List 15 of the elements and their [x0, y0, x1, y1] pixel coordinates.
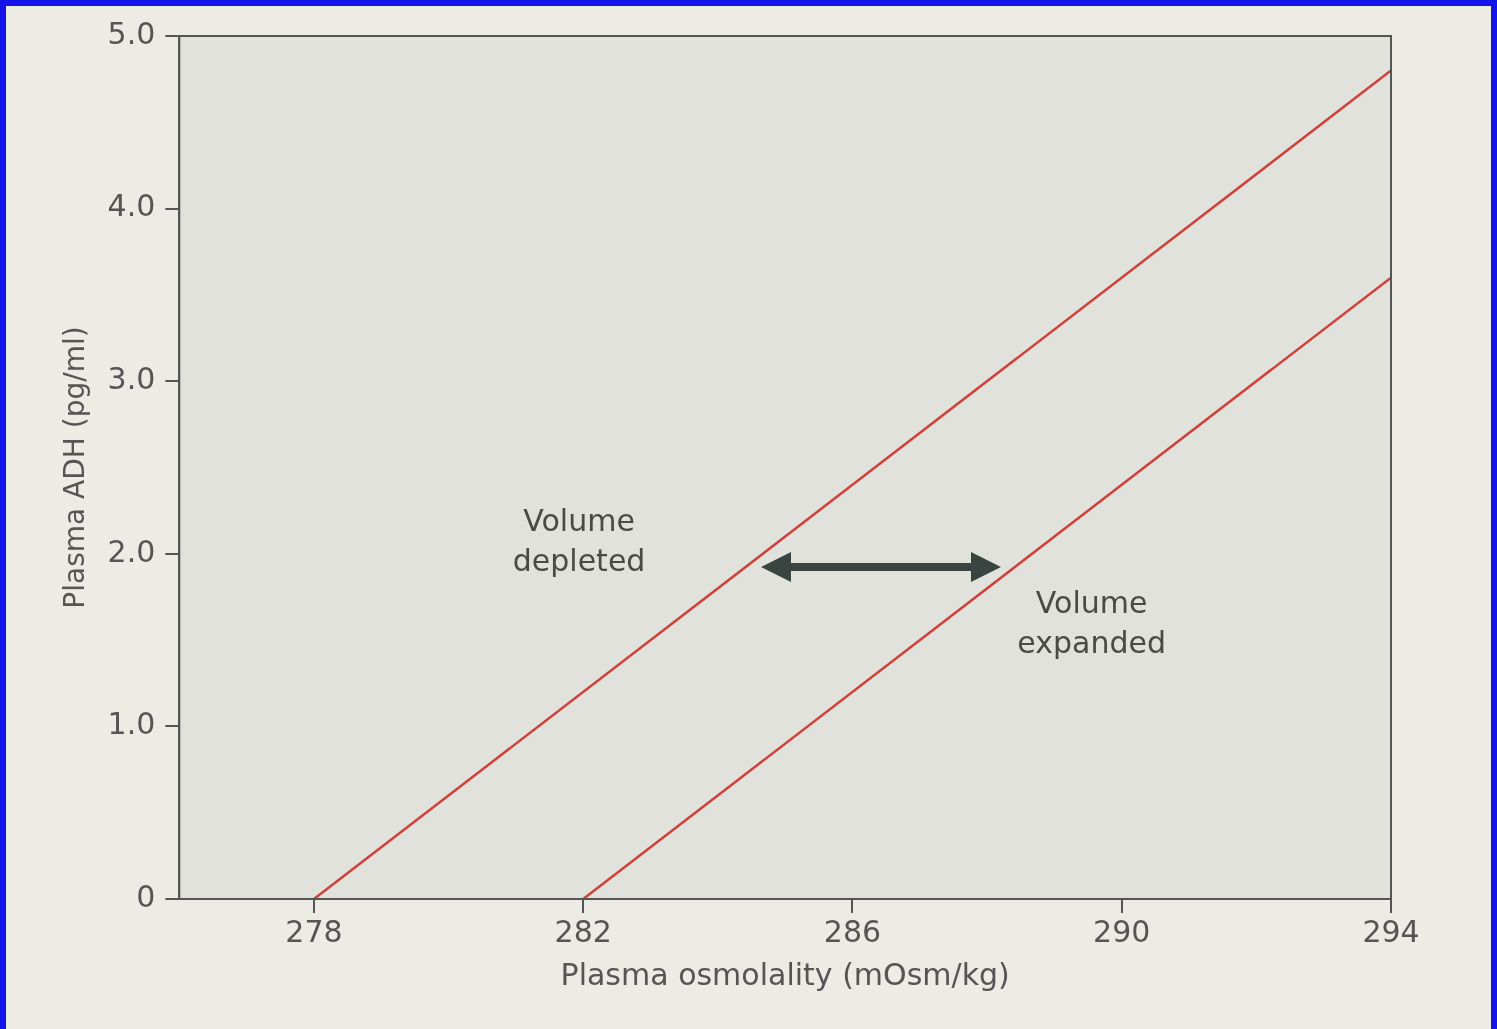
y-axis-title: Plasma ADH (pg/ml) [58, 326, 92, 609]
x-tick-label: 286 [823, 913, 882, 949]
x-tick-label: 282 [554, 913, 612, 949]
series-label: Volume expanded [1017, 585, 1166, 661]
x-tick-label: 290 [1093, 913, 1151, 949]
y-tick-label: 1.0 [107, 706, 156, 742]
y-tick-label: 0 [136, 878, 156, 914]
y-tick-label: 5.0 [107, 15, 156, 51]
y-tick-label: 2.0 [107, 533, 156, 569]
y-tick-label: 3.0 [107, 361, 156, 396]
x-tick-label: 278 [285, 913, 343, 949]
y-tick-label: 4.0 [107, 188, 156, 224]
x-axis-title: Plasma osmolality (mOsm/kg) [560, 956, 1010, 992]
x-tick-label: 294 [1362, 913, 1420, 949]
series-label: Volume depleted [512, 502, 646, 578]
